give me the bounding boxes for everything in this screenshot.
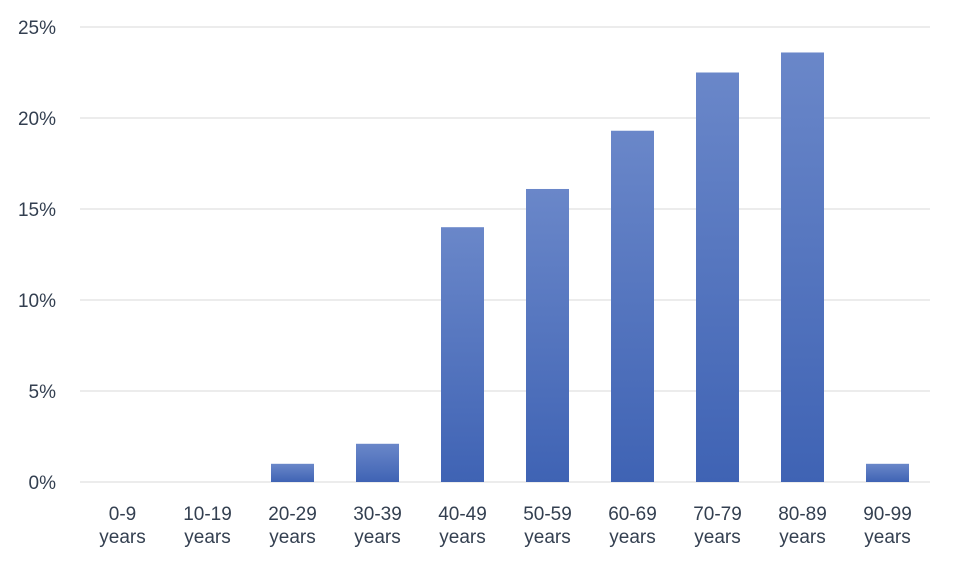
x-tick-label-line: 70-79 bbox=[693, 504, 742, 525]
x-tick-label-line: years bbox=[184, 527, 230, 548]
x-tick-label-line: years bbox=[779, 527, 825, 548]
y-tick-label: 0% bbox=[29, 473, 57, 494]
x-tick-label-line: years bbox=[694, 527, 740, 548]
x-tick-label: 90-99 years bbox=[863, 504, 912, 548]
bars bbox=[271, 52, 909, 483]
x-tick-label-line: 0-9 bbox=[109, 504, 136, 525]
bar bbox=[611, 130, 654, 483]
x-tick-label-line: 90-99 bbox=[863, 504, 912, 525]
x-tick-label: 20-29 years bbox=[268, 504, 317, 548]
bar bbox=[696, 72, 739, 482]
y-tick-label: 15% bbox=[18, 200, 56, 221]
bar bbox=[441, 227, 484, 482]
y-tick-label: 25% bbox=[18, 18, 56, 39]
y-tick-label: 5% bbox=[29, 382, 57, 403]
x-tick-label-line: years bbox=[354, 527, 400, 548]
y-tick-label: 10% bbox=[18, 291, 56, 312]
y-tick-label: 20% bbox=[18, 109, 56, 130]
x-tick-label-line: 40-49 bbox=[438, 504, 487, 525]
x-tick-label-line: years bbox=[609, 527, 655, 548]
x-tick-label-line: 80-89 bbox=[778, 504, 827, 525]
x-tick-label-line: years bbox=[269, 527, 315, 548]
x-tick-label-line: 30-39 bbox=[353, 504, 402, 525]
x-tick-label: 70-79 years bbox=[693, 504, 742, 548]
y-axis-tick-labels: 0% 5% 10% 15% 20% 25% bbox=[18, 18, 56, 494]
bar bbox=[356, 443, 399, 482]
x-tick-label: 60-69 years bbox=[608, 504, 657, 548]
x-tick-label-line: years bbox=[439, 527, 485, 548]
x-tick-label: 30-39 years bbox=[353, 504, 402, 548]
x-tick-label: 10-19 years bbox=[183, 504, 232, 548]
bar bbox=[526, 188, 569, 483]
x-tick-label: 40-49 years bbox=[438, 504, 487, 548]
x-tick-label-line: 60-69 bbox=[608, 504, 657, 525]
bar bbox=[781, 52, 824, 482]
x-tick-label-line: years bbox=[524, 527, 570, 548]
x-tick-label-line: years bbox=[99, 527, 145, 548]
bar bbox=[866, 463, 909, 482]
x-tick-label: 80-89 years bbox=[778, 504, 827, 548]
x-tick-label-line: 10-19 bbox=[183, 504, 232, 525]
x-tick-label: 50-59 years bbox=[523, 504, 572, 548]
bar bbox=[271, 463, 314, 482]
x-tick-label-line: 50-59 bbox=[523, 504, 572, 525]
x-tick-label-line: 20-29 bbox=[268, 504, 317, 525]
x-tick-label: 0-9 years bbox=[99, 504, 145, 548]
x-tick-label-line: years bbox=[864, 527, 910, 548]
